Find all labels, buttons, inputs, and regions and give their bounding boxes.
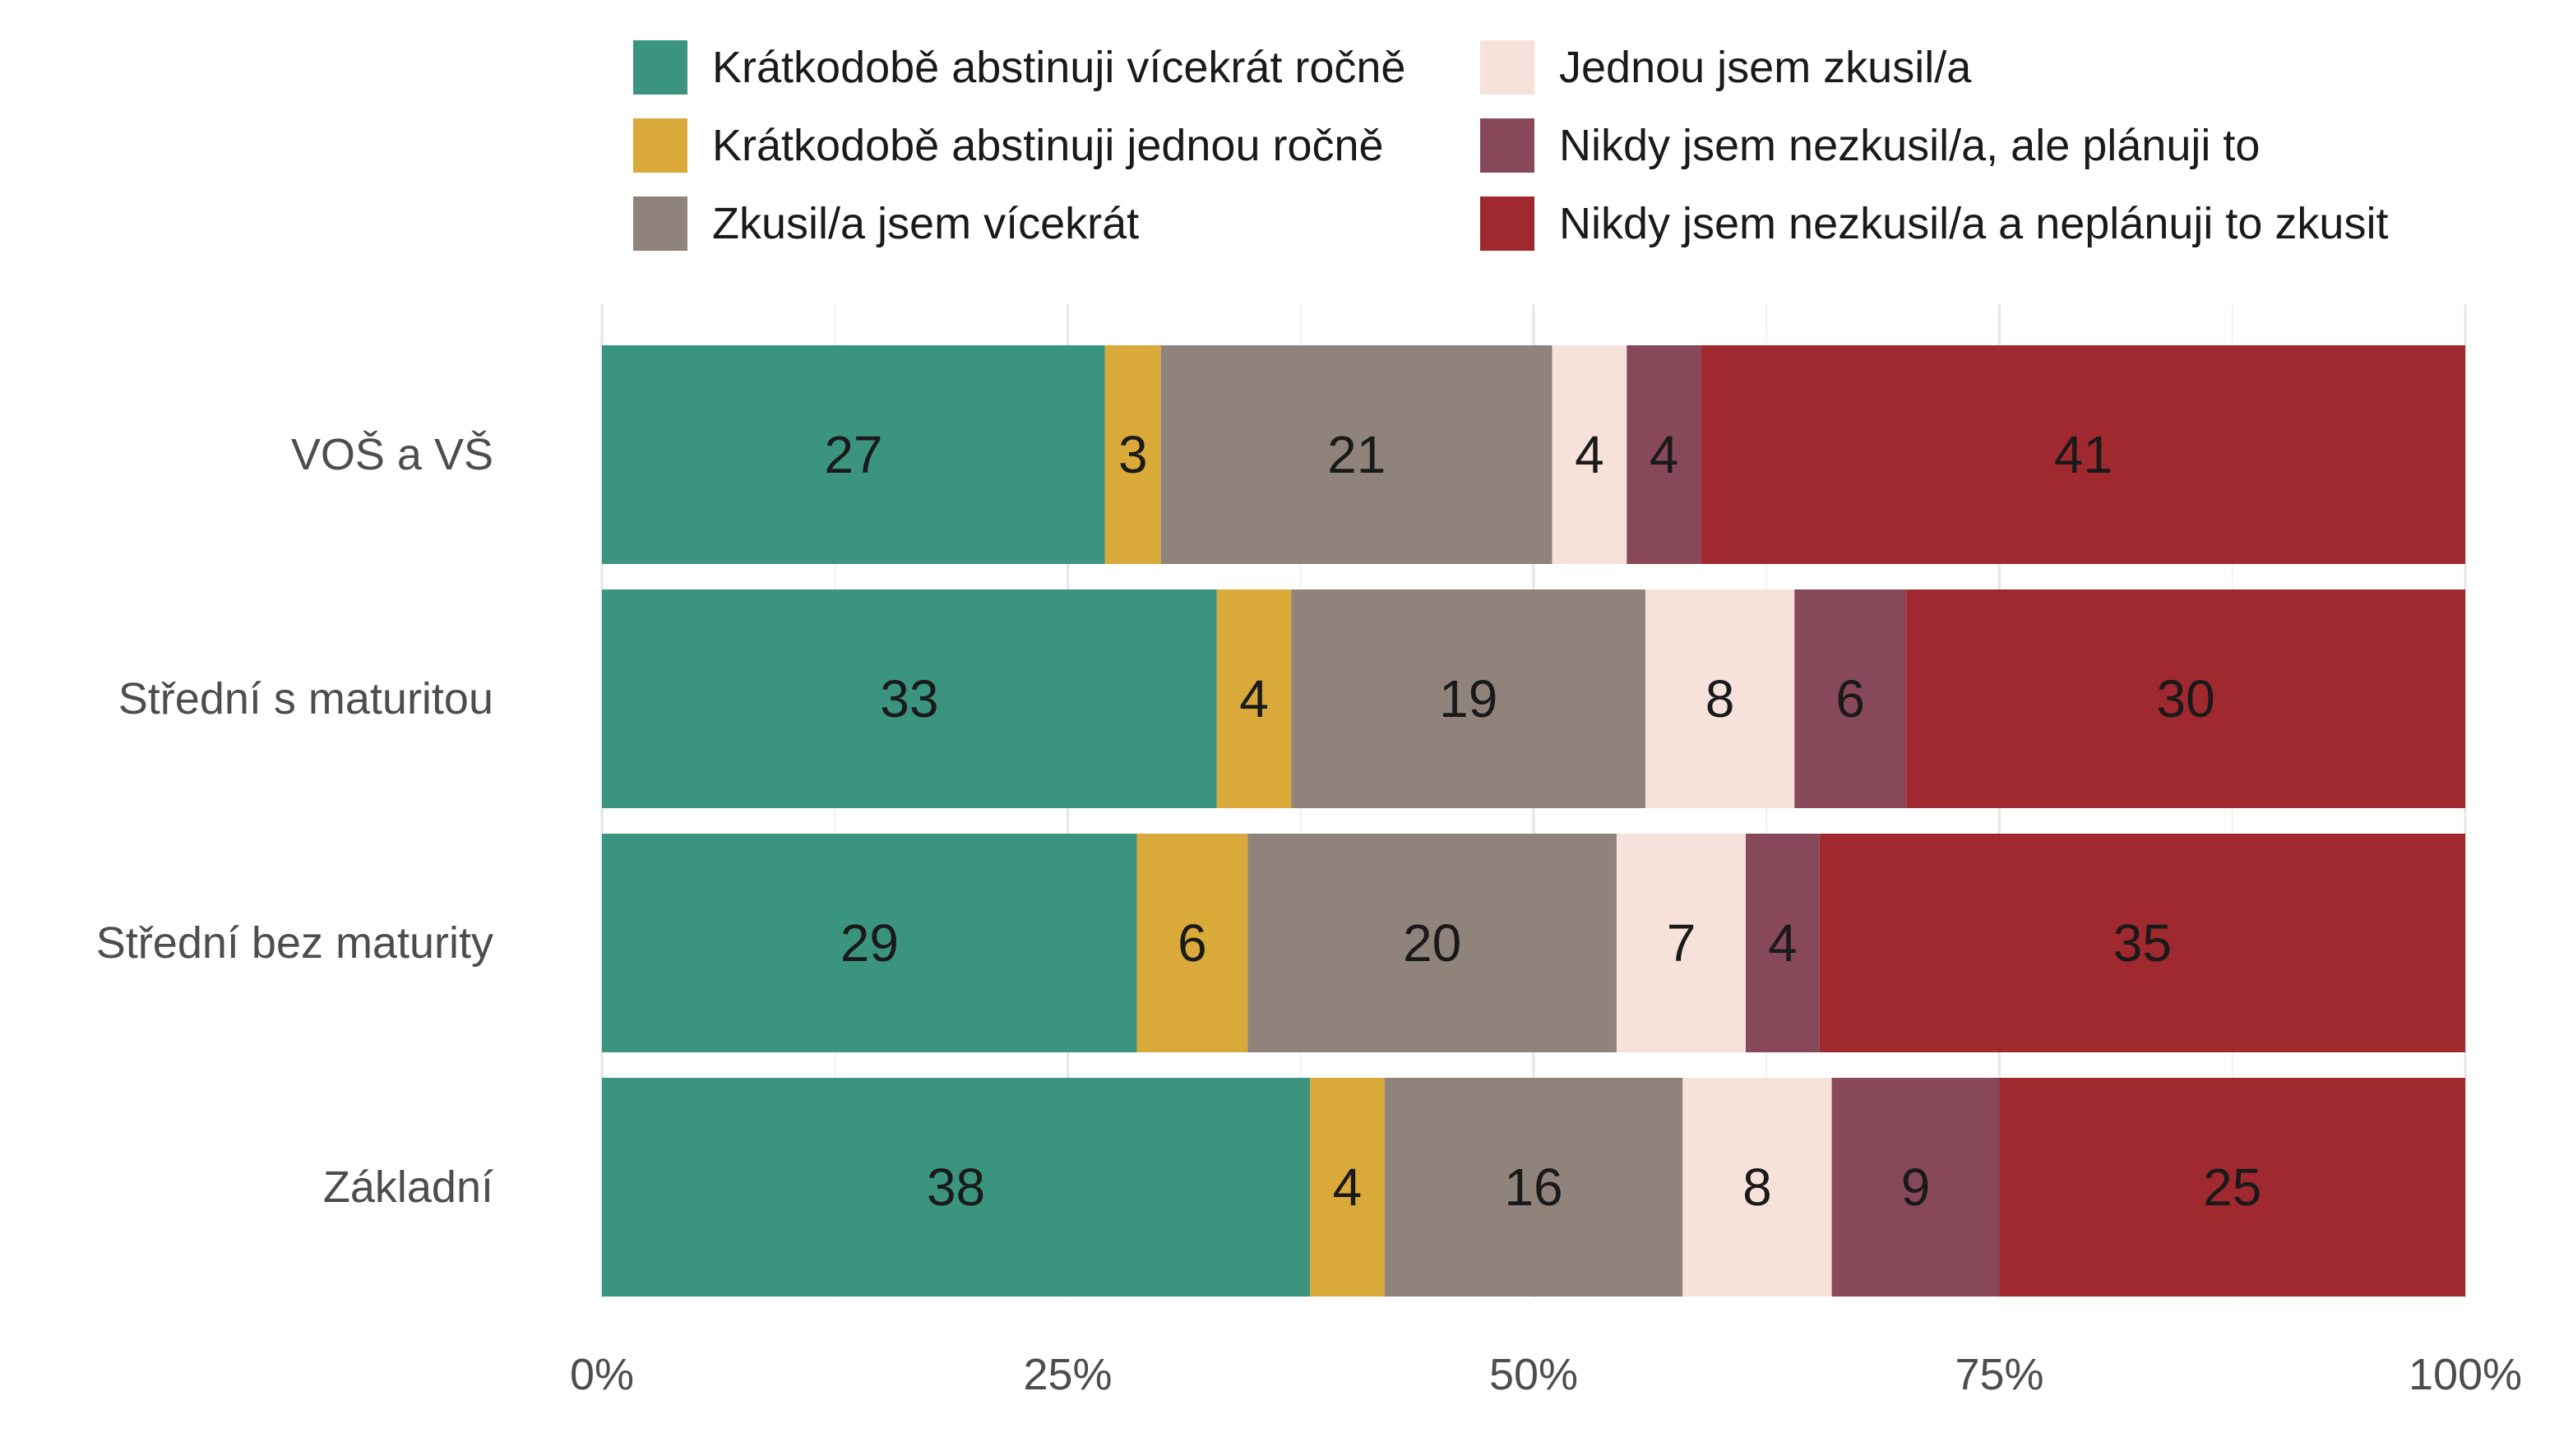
- bar-segment: [1682, 1078, 1832, 1297]
- legend-label: Nikdy jsem nezkusil/a a neplánuji to zku…: [1559, 199, 2388, 248]
- bar-segment: [1136, 834, 1248, 1052]
- data-label: 4: [1575, 425, 1604, 484]
- data-label: 3: [1118, 425, 1148, 484]
- data-label: 4: [1333, 1158, 1363, 1217]
- bar-segment: [602, 345, 1105, 564]
- data-label: 4: [1239, 669, 1269, 728]
- legend-label: Zkusil/a jsem vícekrát: [712, 199, 1139, 248]
- data-label: 4: [1768, 913, 1798, 973]
- category-axis: VOŠ a VŠ Střední s maturitou Střední bez m…: [96, 430, 493, 1212]
- legend-label: Jednou jsem zkusil/a: [1559, 43, 1972, 92]
- bar-segment: [602, 1078, 1311, 1297]
- bar-segment: [1384, 1078, 1683, 1297]
- data-label: 9: [1901, 1158, 1931, 1217]
- bar-segment: [1247, 834, 1617, 1052]
- legend-swatch: [633, 40, 687, 95]
- legend-swatch: [633, 118, 687, 173]
- bar-segment: [1746, 834, 1820, 1052]
- legend: Krátkodobě abstinuji vícekrát ročně Krátk…: [633, 40, 2388, 251]
- bar-segment: [1216, 589, 1292, 808]
- bar-segment: [1291, 589, 1645, 808]
- data-label: 7: [1667, 913, 1696, 973]
- bar-segment: [1616, 834, 1747, 1052]
- category-label: VOŠ a VŠ: [291, 430, 493, 479]
- x-tick-label: 50%: [1489, 1350, 1578, 1399]
- bar-segment: [602, 589, 1217, 808]
- data-label: 4: [1650, 425, 1679, 484]
- bar-segment: [1645, 589, 1795, 808]
- data-label: 29: [840, 913, 899, 973]
- data-label: 20: [1403, 913, 1461, 973]
- category-label: Základní: [323, 1162, 493, 1212]
- data-label: 6: [1835, 669, 1865, 728]
- x-tick-label: 75%: [1955, 1350, 2043, 1399]
- legend-swatch: [1480, 40, 1534, 95]
- data-label: 16: [1504, 1158, 1562, 1217]
- legend-swatch: [1480, 196, 1534, 251]
- data-label: 21: [1327, 425, 1386, 484]
- data-label: 8: [1742, 1158, 1772, 1217]
- legend-label: Krátkodobě abstinuji jednou ročně: [712, 121, 1384, 170]
- data-label: 30: [2157, 669, 2215, 728]
- data-label: 19: [1439, 669, 1497, 728]
- data-label: 27: [824, 425, 882, 484]
- x-tick-label: 100%: [2409, 1350, 2522, 1399]
- bar-segment: [1999, 1078, 2465, 1297]
- bar-segment: [1701, 345, 2465, 564]
- legend-swatch: [1480, 118, 1534, 173]
- data-label: 38: [927, 1158, 985, 1217]
- legend-label: Nikdy jsem nezkusil/a, ale plánuji to: [1559, 121, 2260, 170]
- bars: [602, 345, 2465, 1297]
- category-label: Střední bez maturity: [96, 918, 493, 968]
- bar-segment: [1627, 345, 1701, 564]
- data-label: 6: [1178, 913, 1207, 973]
- category-label: Střední s maturitou: [118, 674, 493, 723]
- x-tick-label: 0%: [570, 1350, 634, 1399]
- bar-segment: [1819, 834, 2465, 1052]
- bar-segment: [1831, 1078, 2000, 1297]
- bar-segment: [1160, 345, 1553, 564]
- data-label: 25: [2203, 1158, 2261, 1217]
- bar-segment: [1552, 345, 1627, 564]
- data-label: 35: [2113, 913, 2172, 973]
- legend-label: Krátkodobě abstinuji vícekrát ročně: [712, 43, 1405, 92]
- bar-segment: [1310, 1078, 1385, 1297]
- bar-segment: [1906, 589, 2465, 808]
- x-axis-ticks: 0% 25% 50% 75% 100%: [570, 1350, 2522, 1399]
- bar-segment: [1104, 345, 1161, 564]
- bar-segment: [1794, 589, 1907, 808]
- x-tick-label: 25%: [1023, 1350, 1112, 1399]
- bar-segment: [602, 834, 1137, 1052]
- data-label: 8: [1705, 669, 1735, 728]
- data-label: 41: [2054, 425, 2113, 484]
- legend-swatch: [633, 196, 687, 251]
- data-label: 33: [880, 669, 938, 728]
